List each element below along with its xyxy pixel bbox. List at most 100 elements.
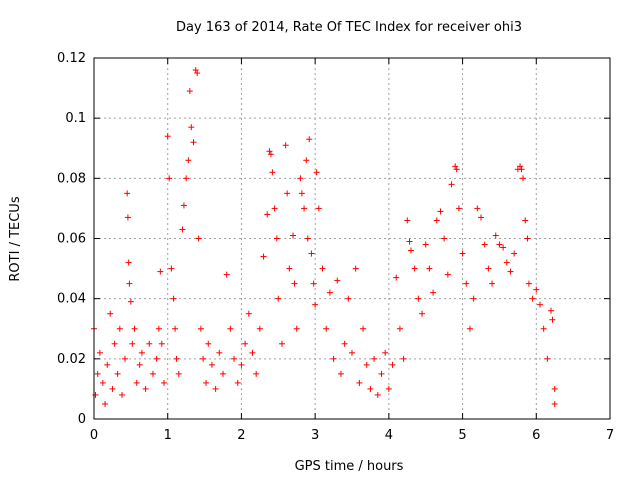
data-point	[180, 202, 187, 209]
data-point	[378, 370, 385, 377]
y-tick-label: 0.06	[57, 232, 86, 247]
data-point	[463, 280, 470, 287]
data-point	[489, 280, 496, 287]
data-point	[422, 241, 429, 248]
data-point	[529, 295, 536, 302]
data-point	[319, 265, 326, 272]
data-point	[496, 241, 503, 248]
y-tick-label: 0.04	[57, 292, 86, 307]
data-point	[153, 355, 160, 362]
data-point	[188, 124, 195, 131]
y-tick-label: 0	[78, 412, 86, 427]
data-point	[308, 250, 315, 257]
data-point	[92, 391, 99, 398]
data-point	[511, 250, 518, 257]
data-point	[192, 67, 199, 74]
data-point	[363, 361, 370, 368]
data-point	[129, 340, 136, 347]
data-point	[393, 274, 400, 281]
data-point	[551, 385, 558, 392]
data-point	[492, 232, 499, 239]
y-tick-label: 0.1	[65, 111, 86, 126]
data-point	[149, 370, 156, 377]
data-point	[197, 325, 204, 332]
data-point	[126, 280, 133, 287]
data-point	[441, 235, 448, 242]
data-point	[205, 340, 212, 347]
data-point	[194, 70, 201, 77]
data-point	[459, 250, 466, 257]
data-point	[415, 295, 422, 302]
data-point	[121, 355, 128, 362]
data-point	[157, 268, 164, 275]
data-point	[520, 175, 527, 182]
data-point	[303, 157, 310, 164]
data-point	[297, 175, 304, 182]
data-point	[190, 139, 197, 146]
data-point	[433, 217, 440, 224]
data-point	[99, 379, 106, 386]
data-point	[124, 214, 131, 221]
data-point	[124, 190, 131, 197]
y-axis-label: ROTI / TECUs	[8, 196, 23, 281]
data-point	[185, 157, 192, 164]
data-point	[533, 286, 540, 293]
data-point	[411, 265, 418, 272]
data-point	[238, 361, 245, 368]
data-point	[104, 361, 111, 368]
data-point	[524, 235, 531, 242]
x-tick-label: 4	[385, 428, 393, 443]
data-point	[195, 235, 202, 242]
data-point	[356, 379, 363, 386]
chart-title: Day 163 of 2014, Rate Of TEC Index for r…	[176, 20, 522, 35]
data-point	[404, 217, 411, 224]
data-point	[330, 355, 337, 362]
data-point	[146, 340, 153, 347]
y-tick-label: 0.02	[57, 352, 86, 367]
data-point	[466, 325, 473, 332]
data-point	[136, 361, 143, 368]
data-point	[125, 259, 132, 266]
data-point	[478, 214, 484, 221]
data-point	[173, 355, 180, 362]
data-point	[133, 379, 140, 386]
data-point	[444, 271, 451, 278]
data-point	[548, 307, 555, 314]
data-point	[549, 316, 556, 323]
data-point	[341, 340, 348, 347]
data-point	[544, 355, 551, 362]
y-tick-label: 0.12	[57, 51, 86, 66]
data-point	[138, 349, 145, 356]
data-point	[179, 226, 186, 233]
data-point	[164, 133, 171, 140]
data-point	[94, 370, 101, 377]
data-point	[452, 163, 459, 170]
data-point	[253, 370, 260, 377]
data-point	[267, 151, 274, 158]
data-points	[91, 67, 558, 407]
data-point	[282, 142, 289, 149]
x-tick-label: 6	[532, 428, 540, 443]
data-point	[269, 169, 276, 176]
data-point	[419, 310, 426, 317]
data-point	[313, 169, 320, 176]
data-point	[256, 325, 263, 332]
data-point	[382, 349, 389, 356]
data-point	[227, 325, 234, 332]
data-point	[216, 349, 223, 356]
data-point	[503, 259, 510, 266]
data-point	[389, 361, 396, 368]
data-point	[323, 325, 330, 332]
data-point	[293, 325, 300, 332]
data-point	[107, 310, 114, 317]
data-point	[155, 325, 162, 332]
data-point	[367, 385, 374, 392]
data-point	[448, 181, 455, 188]
data-point	[551, 400, 558, 407]
data-point	[142, 385, 149, 392]
data-point	[231, 355, 238, 362]
data-point	[481, 241, 488, 248]
data-point	[312, 301, 319, 308]
data-point	[183, 175, 190, 182]
